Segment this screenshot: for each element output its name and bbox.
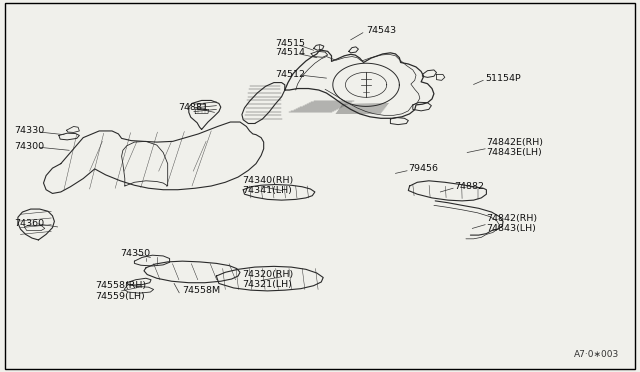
Text: 74515: 74515 — [275, 39, 305, 48]
Text: 74320(RH)
74321(LH): 74320(RH) 74321(LH) — [242, 270, 293, 289]
Text: 74330: 74330 — [14, 126, 44, 135]
Text: 74360: 74360 — [14, 219, 44, 228]
Text: 74512: 74512 — [275, 70, 305, 79]
Text: 74842E(RH)
74843E(LH): 74842E(RH) 74843E(LH) — [486, 138, 543, 157]
Text: 51154P: 51154P — [485, 74, 521, 83]
Text: A7·0∗003: A7·0∗003 — [574, 350, 620, 359]
Text: 74300: 74300 — [14, 142, 44, 151]
Text: 74543: 74543 — [366, 26, 396, 35]
Text: 74350: 74350 — [120, 249, 150, 258]
Text: 74842(RH)
74843(LH): 74842(RH) 74843(LH) — [486, 214, 538, 233]
Text: 74882: 74882 — [454, 182, 484, 191]
Text: 74558(RH)
74559(LH): 74558(RH) 74559(LH) — [95, 281, 146, 301]
Text: 79456: 79456 — [408, 164, 438, 173]
Text: 74340(RH)
74341(LH): 74340(RH) 74341(LH) — [242, 176, 293, 195]
Text: 74514: 74514 — [275, 48, 305, 57]
Text: 74558M: 74558M — [182, 286, 221, 295]
Text: 74881: 74881 — [178, 103, 208, 112]
